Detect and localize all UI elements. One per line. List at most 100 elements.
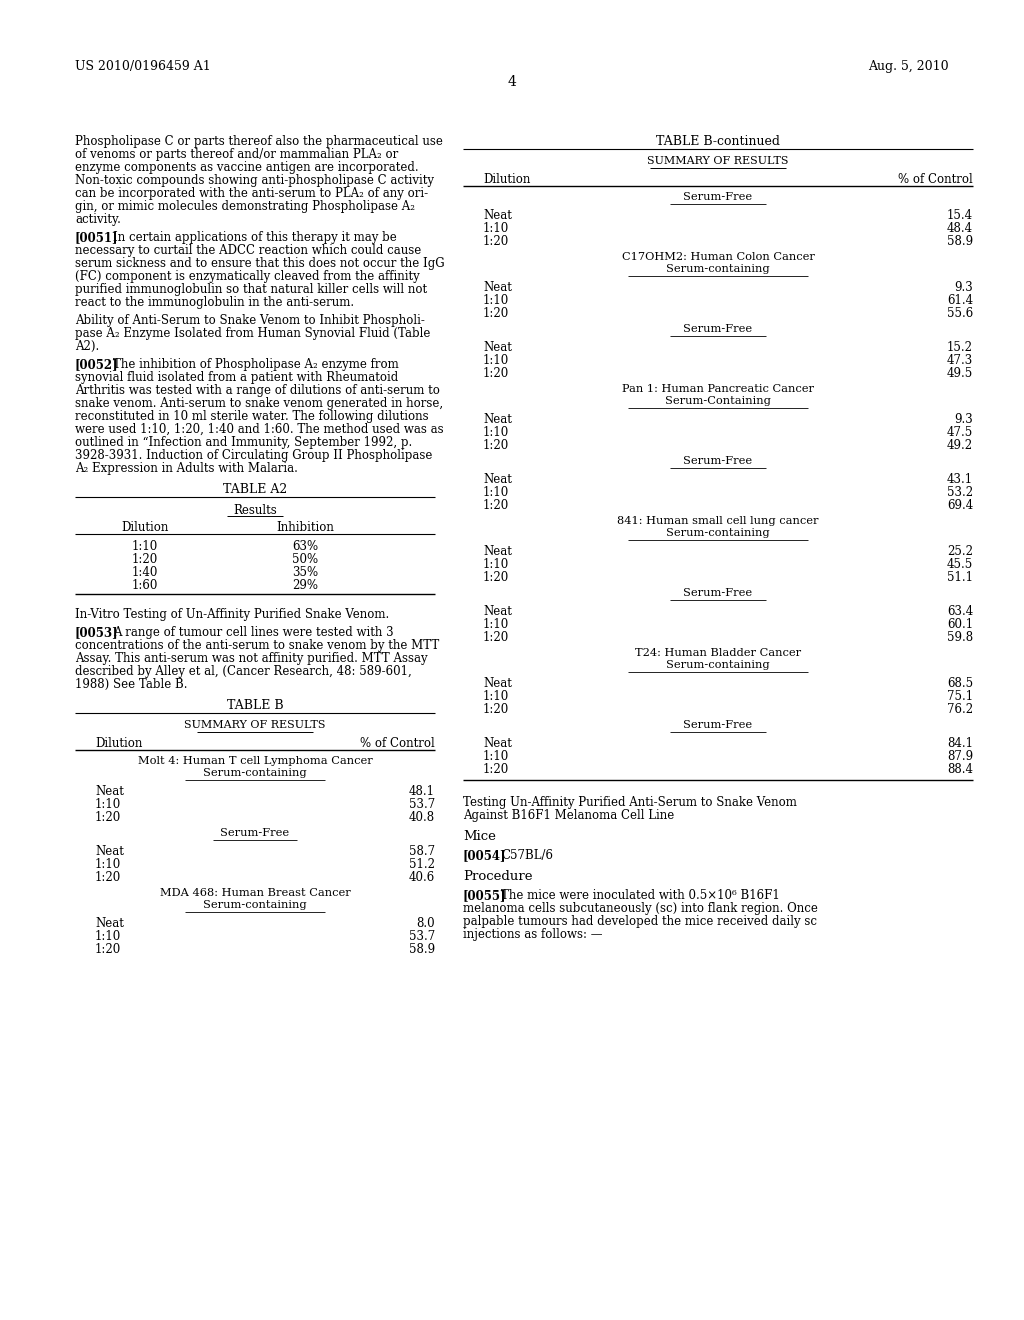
Text: Serum-Free: Serum-Free <box>683 719 753 730</box>
Text: In certain applications of this therapy it may be: In certain applications of this therapy … <box>113 231 396 244</box>
Text: Molt 4: Human T cell Lymphoma Cancer: Molt 4: Human T cell Lymphoma Cancer <box>137 756 373 766</box>
Text: Dilution: Dilution <box>121 521 169 535</box>
Text: Serum-Free: Serum-Free <box>683 455 753 466</box>
Text: 47.5: 47.5 <box>947 426 973 440</box>
Text: 58.9: 58.9 <box>409 942 435 956</box>
Text: 53.2: 53.2 <box>947 486 973 499</box>
Text: The mice were inoculated with 0.5×10⁶ B16F1: The mice were inoculated with 0.5×10⁶ B1… <box>501 888 779 902</box>
Text: Neat: Neat <box>95 917 124 931</box>
Text: 1:20: 1:20 <box>483 499 509 512</box>
Text: [0052]: [0052] <box>75 358 119 371</box>
Text: necessary to curtail the ADCC reaction which could cause: necessary to curtail the ADCC reaction w… <box>75 244 421 257</box>
Text: SUMMARY OF RESULTS: SUMMARY OF RESULTS <box>647 156 788 166</box>
Text: Serum-containing: Serum-containing <box>667 528 770 539</box>
Text: 40.8: 40.8 <box>409 810 435 824</box>
Text: 1:20: 1:20 <box>483 631 509 644</box>
Text: Serum-containing: Serum-containing <box>667 264 770 275</box>
Text: 35%: 35% <box>292 566 318 579</box>
Text: Arthritis was tested with a range of dilutions of anti-serum to: Arthritis was tested with a range of dil… <box>75 384 440 397</box>
Text: C57BL/6: C57BL/6 <box>501 849 553 862</box>
Text: US 2010/0196459 A1: US 2010/0196459 A1 <box>75 59 211 73</box>
Text: 1:10: 1:10 <box>132 540 158 553</box>
Text: synovial fluid isolated from a patient with Rheumatoid: synovial fluid isolated from a patient w… <box>75 371 398 384</box>
Text: Serum-Free: Serum-Free <box>683 323 753 334</box>
Text: 75.1: 75.1 <box>947 690 973 704</box>
Text: 4: 4 <box>508 75 516 88</box>
Text: 53.7: 53.7 <box>409 931 435 942</box>
Text: 51.1: 51.1 <box>947 572 973 583</box>
Text: 48.4: 48.4 <box>947 222 973 235</box>
Text: 40.6: 40.6 <box>409 871 435 884</box>
Text: A₂ Expression in Adults with Malaria.: A₂ Expression in Adults with Malaria. <box>75 462 298 475</box>
Text: Against B16F1 Melanoma Cell Line: Against B16F1 Melanoma Cell Line <box>463 809 674 822</box>
Text: 25.2: 25.2 <box>947 545 973 558</box>
Text: Serum-containing: Serum-containing <box>667 660 770 671</box>
Text: 1:20: 1:20 <box>483 572 509 583</box>
Text: 1:20: 1:20 <box>132 553 158 566</box>
Text: 1:20: 1:20 <box>483 367 509 380</box>
Text: [0055]: [0055] <box>463 888 507 902</box>
Text: 1:20: 1:20 <box>95 871 121 884</box>
Text: 15.2: 15.2 <box>947 341 973 354</box>
Text: 49.5: 49.5 <box>947 367 973 380</box>
Text: react to the immunoglobulin in the anti-serum.: react to the immunoglobulin in the anti-… <box>75 296 354 309</box>
Text: MDA 468: Human Breast Cancer: MDA 468: Human Breast Cancer <box>160 888 350 898</box>
Text: Dilution: Dilution <box>95 737 142 750</box>
Text: Inhibition: Inhibition <box>276 521 334 535</box>
Text: 1:10: 1:10 <box>483 690 509 704</box>
Text: 58.9: 58.9 <box>947 235 973 248</box>
Text: 1:10: 1:10 <box>95 931 121 942</box>
Text: T24: Human Bladder Cancer: T24: Human Bladder Cancer <box>635 648 801 657</box>
Text: serum sickness and to ensure that this does not occur the IgG: serum sickness and to ensure that this d… <box>75 257 444 271</box>
Text: snake venom. Anti-serum to snake venom generated in horse,: snake venom. Anti-serum to snake venom g… <box>75 397 443 411</box>
Text: 15.4: 15.4 <box>947 209 973 222</box>
Text: Serum-containing: Serum-containing <box>203 768 307 777</box>
Text: 1:10: 1:10 <box>483 486 509 499</box>
Text: pase A₂ Enzyme Isolated from Human Synovial Fluid (Table: pase A₂ Enzyme Isolated from Human Synov… <box>75 327 430 341</box>
Text: 1:20: 1:20 <box>483 308 509 319</box>
Text: Serum-Free: Serum-Free <box>683 587 753 598</box>
Text: Pan 1: Human Pancreatic Cancer: Pan 1: Human Pancreatic Cancer <box>622 384 814 393</box>
Text: A range of tumour cell lines were tested with 3: A range of tumour cell lines were tested… <box>113 626 393 639</box>
Text: Testing Un-Affinity Purified Anti-Serum to Snake Venom: Testing Un-Affinity Purified Anti-Serum … <box>463 796 797 809</box>
Text: 1:10: 1:10 <box>483 426 509 440</box>
Text: 59.8: 59.8 <box>947 631 973 644</box>
Text: TABLE B-continued: TABLE B-continued <box>656 135 780 148</box>
Text: 9.3: 9.3 <box>954 281 973 294</box>
Text: 9.3: 9.3 <box>954 413 973 426</box>
Text: 1:10: 1:10 <box>483 222 509 235</box>
Text: (FC) component is enzymatically cleaved from the affinity: (FC) component is enzymatically cleaved … <box>75 271 420 282</box>
Text: 29%: 29% <box>292 579 318 591</box>
Text: Neat: Neat <box>483 341 512 354</box>
Text: Neat: Neat <box>95 845 124 858</box>
Text: 3928-3931. Induction of Circulating Group II Phospholipase: 3928-3931. Induction of Circulating Grou… <box>75 449 432 462</box>
Text: 1:20: 1:20 <box>95 810 121 824</box>
Text: 60.1: 60.1 <box>947 618 973 631</box>
Text: 8.0: 8.0 <box>417 917 435 931</box>
Text: Ability of Anti-Serum to Snake Venom to Inhibit Phospholi-: Ability of Anti-Serum to Snake Venom to … <box>75 314 425 327</box>
Text: Phospholipase C or parts thereof also the pharmaceutical use: Phospholipase C or parts thereof also th… <box>75 135 442 148</box>
Text: 84.1: 84.1 <box>947 737 973 750</box>
Text: 63%: 63% <box>292 540 318 553</box>
Text: palpable tumours had developed the mice received daily sc: palpable tumours had developed the mice … <box>463 915 817 928</box>
Text: gin, or mimic molecules demonstrating Phospholipase A₂: gin, or mimic molecules demonstrating Ph… <box>75 201 415 213</box>
Text: 69.4: 69.4 <box>947 499 973 512</box>
Text: 1:10: 1:10 <box>95 858 121 871</box>
Text: outlined in “Infection and Immunity, September 1992, p.: outlined in “Infection and Immunity, Sep… <box>75 436 413 449</box>
Text: 53.7: 53.7 <box>409 799 435 810</box>
Text: 1:10: 1:10 <box>483 750 509 763</box>
Text: TABLE A2: TABLE A2 <box>223 483 287 496</box>
Text: Mice: Mice <box>463 830 496 843</box>
Text: Neat: Neat <box>483 413 512 426</box>
Text: 45.5: 45.5 <box>947 558 973 572</box>
Text: can be incorporated with the anti-serum to PLA₂ of any ori-: can be incorporated with the anti-serum … <box>75 187 428 201</box>
Text: TABLE B: TABLE B <box>226 700 284 711</box>
Text: of venoms or parts thereof and/or mammalian PLA₂ or: of venoms or parts thereof and/or mammal… <box>75 148 398 161</box>
Text: 63.4: 63.4 <box>947 605 973 618</box>
Text: Results: Results <box>233 504 276 517</box>
Text: Non-toxic compounds showing anti-phospholipase C activity: Non-toxic compounds showing anti-phospho… <box>75 174 434 187</box>
Text: 1:20: 1:20 <box>483 440 509 451</box>
Text: SUMMARY OF RESULTS: SUMMARY OF RESULTS <box>184 719 326 730</box>
Text: concentrations of the anti-serum to snake venom by the MTT: concentrations of the anti-serum to snak… <box>75 639 439 652</box>
Text: 1:10: 1:10 <box>483 618 509 631</box>
